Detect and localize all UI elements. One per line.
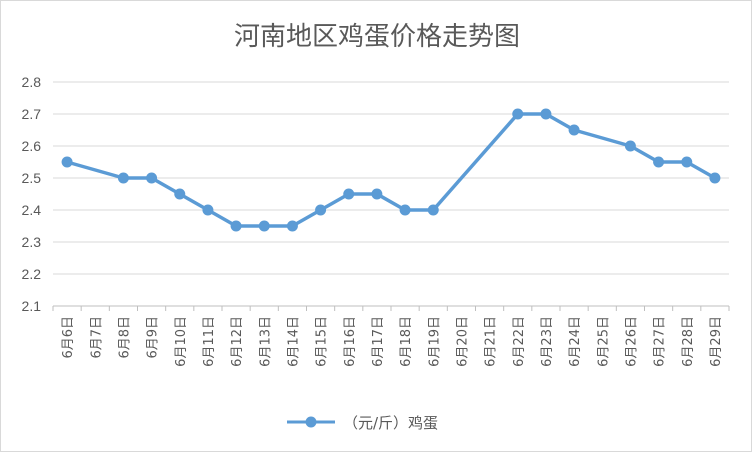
x-tick-label: 6月28日 (681, 316, 696, 367)
x-tick-label: 6月6日 (61, 316, 76, 359)
data-point (286, 220, 298, 232)
y-tick-label: 2.7 (22, 106, 42, 122)
x-tick-label: 6月8日 (117, 316, 132, 359)
data-point (681, 156, 693, 168)
x-tick-label: 6月20日 (455, 316, 470, 367)
data-point (315, 204, 327, 216)
series-line (61, 108, 721, 232)
y-axis-ticks: 2.1 2.2 2.3 2.4 2.5 2.6 2.7 2.8 (22, 74, 42, 314)
chart-title: 河南地区鸡蛋价格走势图 (234, 22, 520, 52)
legend-label: （元/斤）鸡蛋 (343, 414, 438, 432)
data-point (512, 108, 524, 120)
data-point (371, 188, 383, 200)
x-tick-label: 6月13日 (258, 316, 273, 367)
y-tick-label: 2.5 (22, 170, 42, 186)
x-tick-label: 6月21日 (484, 316, 499, 367)
x-axis-ticks: 6月6日 6月7日 6月8日 6月9日 6月10日 6月11日 6月12日 6月13日 6月14… (61, 316, 724, 367)
y-tick-label: 2.3 (22, 234, 42, 250)
y-tick-label: 2.1 (22, 298, 42, 314)
data-point (427, 204, 439, 216)
legend: （元/斤）鸡蛋 (287, 414, 438, 432)
x-tick-label: 6月11日 (202, 316, 217, 367)
x-tick-label: 6月10日 (174, 316, 189, 367)
x-tick-label: 6月16日 (343, 316, 358, 367)
x-tick-label: 6月24日 (568, 316, 583, 367)
data-point (258, 220, 270, 232)
data-point (399, 204, 411, 216)
x-tick-label: 6月25日 (596, 316, 611, 367)
x-tick-label: 6月9日 (146, 316, 161, 359)
data-point (146, 172, 158, 184)
data-point (174, 188, 186, 200)
x-tick-label: 6月22日 (512, 316, 527, 367)
x-tick-label: 6月17日 (371, 316, 386, 367)
data-point (117, 172, 129, 184)
data-point (624, 140, 636, 152)
x-tick-label: 6月19日 (427, 316, 442, 367)
x-tick-label: 6月23日 (540, 316, 555, 367)
y-tick-label: 2.4 (22, 202, 42, 218)
data-point (653, 156, 665, 168)
x-axis (52, 305, 730, 311)
x-tick-label: 6月18日 (399, 316, 414, 367)
data-point (709, 172, 721, 184)
x-tick-label: 6月29日 (709, 316, 724, 367)
x-tick-label: 6月14日 (286, 316, 301, 367)
data-point (202, 204, 214, 216)
x-tick-label: 6月7日 (89, 316, 104, 359)
x-tick-label: 6月15日 (315, 316, 330, 367)
data-point (61, 156, 73, 168)
x-tick-label: 6月12日 (230, 316, 245, 367)
legend-dot-marker (305, 416, 317, 428)
data-point (540, 108, 552, 120)
series-line-path (65, 112, 717, 228)
y-tick-label: 2.6 (22, 138, 42, 154)
data-point (230, 220, 242, 232)
x-tick-label: 6月26日 (624, 316, 639, 367)
data-point (568, 124, 580, 136)
x-tick-label: 6月27日 (653, 316, 668, 367)
gridlines (53, 81, 729, 275)
data-point (343, 188, 355, 200)
y-tick-label: 2.2 (22, 266, 42, 282)
y-tick-label: 2.8 (22, 74, 42, 90)
